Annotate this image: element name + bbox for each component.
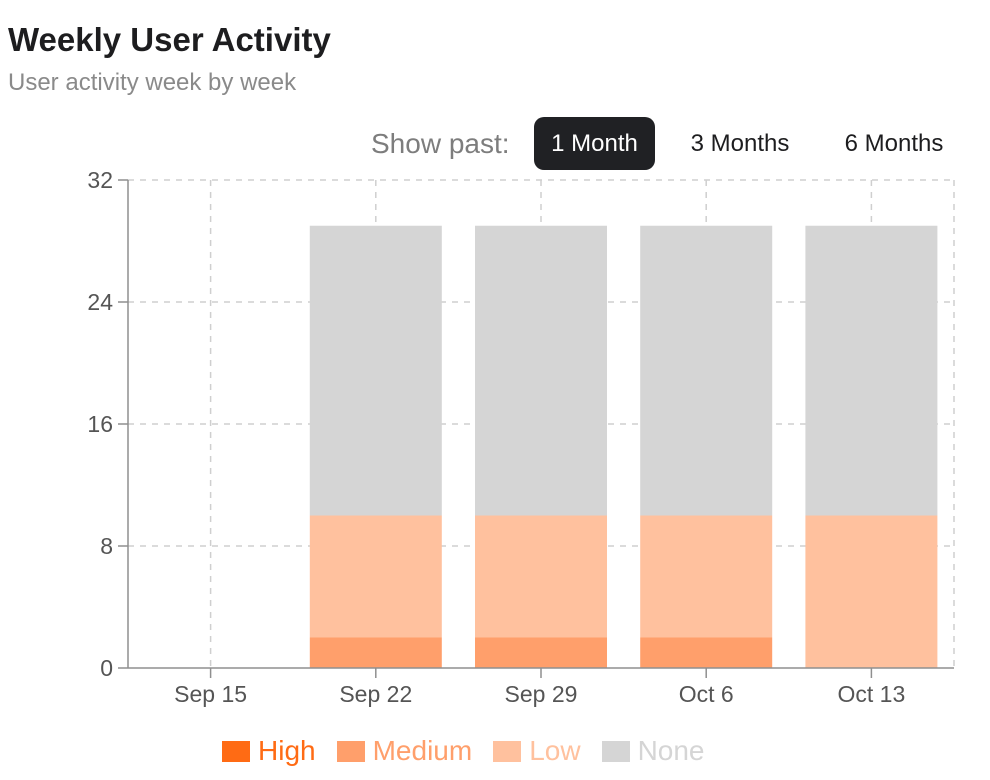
bar-segment-none-oct-6 bbox=[640, 225, 773, 516]
legend-item-low: Low bbox=[493, 734, 581, 768]
bar-segment-low-oct-6 bbox=[640, 515, 773, 638]
bar-segment-medium-sep-29 bbox=[475, 637, 607, 668]
range-6-months-button[interactable]: 6 Months bbox=[829, 117, 959, 170]
x-axis-tick-label: Sep 22 bbox=[339, 681, 412, 707]
range-1-month-button[interactable]: 1 Month bbox=[534, 117, 655, 170]
legend-label: High bbox=[258, 735, 316, 766]
bar-segment-medium-oct-6 bbox=[640, 637, 773, 668]
legend-swatch-none bbox=[601, 740, 630, 762]
legend-swatch-low bbox=[493, 740, 522, 762]
x-axis-tick-label: Oct 6 bbox=[679, 681, 734, 707]
bar-segment-medium-sep-22 bbox=[309, 637, 442, 668]
legend-label: Medium bbox=[372, 735, 473, 766]
chart-legend: High Medium Low None bbox=[222, 734, 705, 768]
x-axis-tick-label: Sep 15 bbox=[174, 681, 247, 707]
legend-item-high: High bbox=[222, 734, 316, 768]
x-axis-tick-label: Sep 29 bbox=[505, 681, 578, 707]
legend-item-none: None bbox=[601, 734, 705, 768]
legend-swatch-medium bbox=[336, 740, 365, 762]
y-axis-tick-label: 32 bbox=[87, 167, 113, 193]
page-title: Weekly User Activity bbox=[8, 21, 331, 58]
time-range-label: Show past: bbox=[371, 128, 510, 159]
y-axis-tick-label: 0 bbox=[100, 655, 113, 681]
bar-segment-low-sep-29 bbox=[475, 515, 607, 638]
y-axis-tick-label: 16 bbox=[87, 411, 113, 437]
range-3-months-button[interactable]: 3 Months bbox=[675, 117, 805, 170]
bar-segment-none-oct-13 bbox=[805, 225, 938, 516]
legend-swatch-high bbox=[222, 740, 250, 762]
bar-segment-none-sep-29 bbox=[475, 225, 607, 516]
bar-segment-low-sep-22 bbox=[309, 515, 442, 638]
legend-label: Low bbox=[529, 735, 581, 766]
x-axis-tick-label: Oct 13 bbox=[838, 681, 906, 707]
legend-label: None bbox=[637, 735, 705, 766]
y-axis-tick-label: 24 bbox=[87, 289, 113, 315]
legend-item-medium: Medium bbox=[336, 734, 473, 768]
page-subtitle: User activity week by week bbox=[8, 69, 297, 96]
bar-segment-none-sep-22 bbox=[309, 225, 442, 516]
time-range-selector: Show past: 1 Month 3 Months 6 Months bbox=[371, 117, 971, 171]
y-axis-tick-label: 8 bbox=[100, 533, 113, 559]
bar-segment-low-oct-13 bbox=[805, 515, 938, 668]
